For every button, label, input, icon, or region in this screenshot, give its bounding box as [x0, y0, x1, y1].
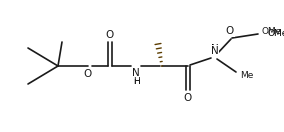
Text: N: N [211, 46, 219, 56]
Text: H: H [133, 77, 139, 86]
Text: N: N [211, 44, 219, 54]
Text: OMe: OMe [268, 29, 284, 39]
Text: O: O [184, 93, 192, 103]
Text: O: O [226, 26, 234, 36]
Text: H: H [133, 77, 139, 86]
Text: O: O [184, 93, 192, 103]
Text: O: O [84, 69, 92, 79]
Text: O: O [106, 30, 114, 40]
Text: O: O [84, 69, 92, 79]
Text: O: O [106, 30, 114, 40]
Text: N: N [132, 68, 140, 78]
Text: Me: Me [240, 72, 253, 81]
Text: N: N [132, 68, 140, 78]
Text: OMe: OMe [261, 27, 281, 37]
Text: O: O [226, 26, 234, 36]
